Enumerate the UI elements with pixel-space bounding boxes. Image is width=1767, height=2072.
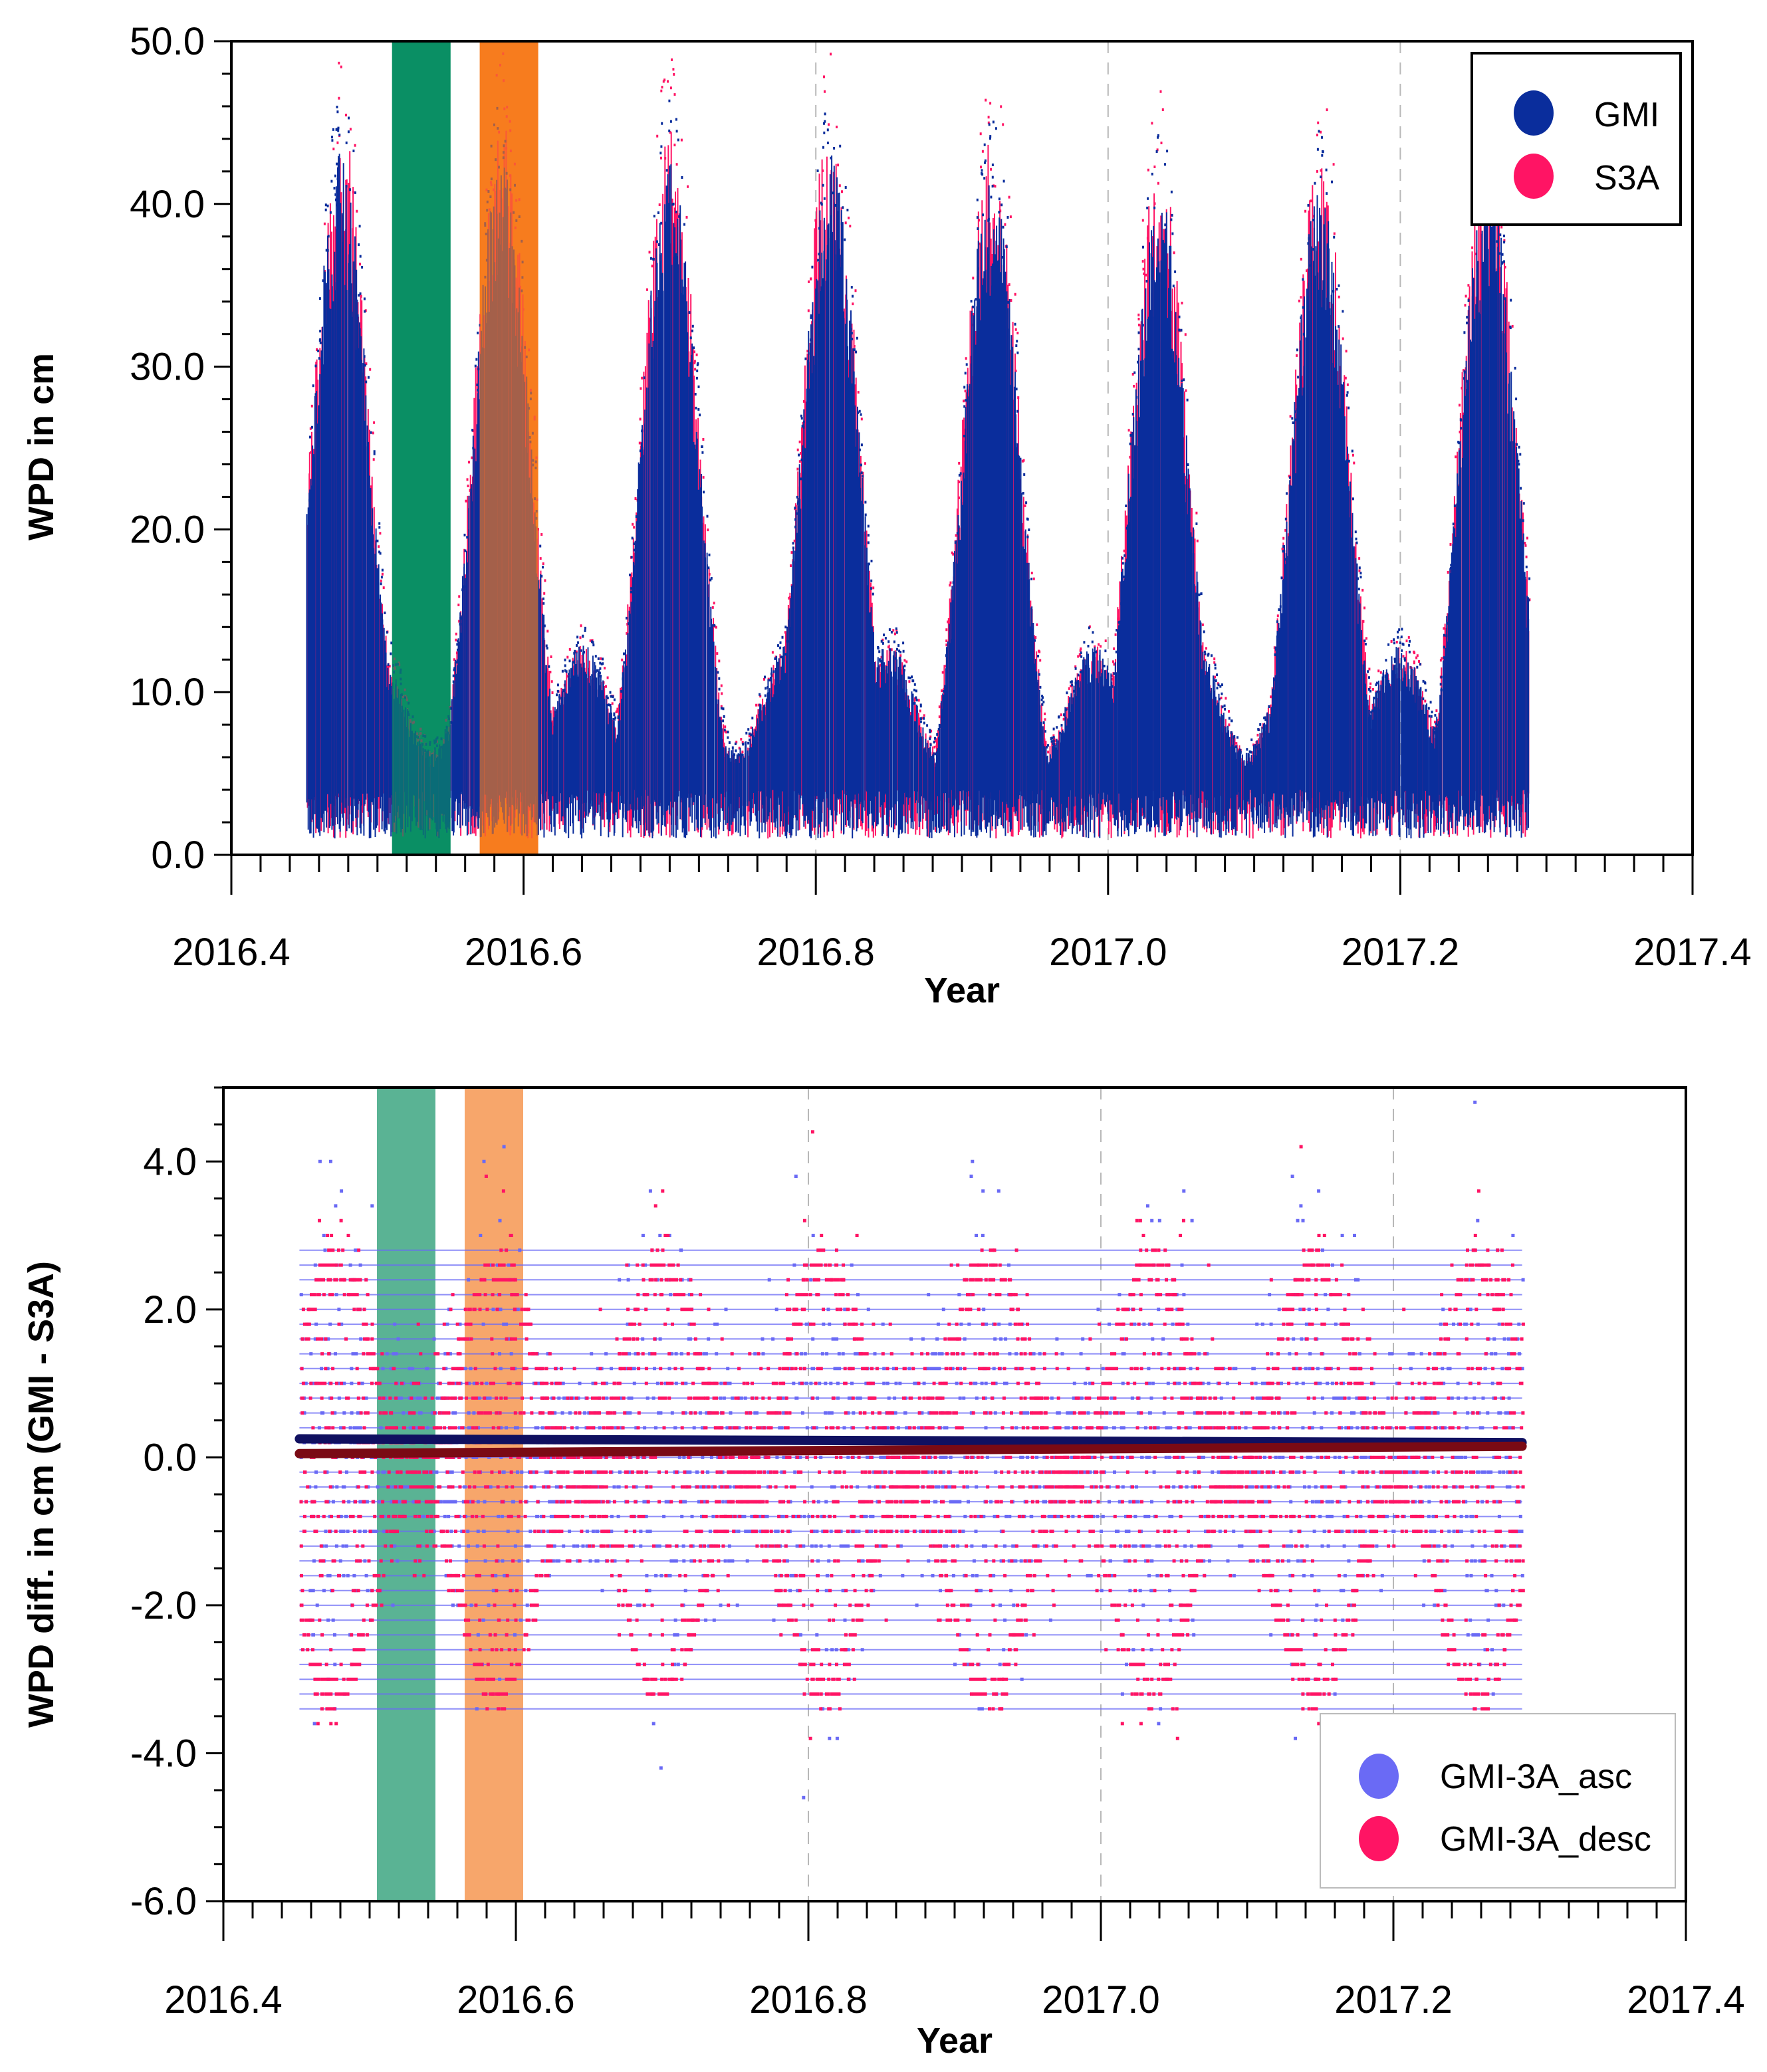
chart-wpd-x-axis-title: Year — [924, 971, 1000, 1010]
y-tick-label-1: 10.0 — [130, 671, 205, 714]
y-tick-label-3: 30.0 — [130, 346, 205, 389]
mean-line-1 — [294, 1441, 1527, 1458]
chart-wpd-diff-grid — [515, 1088, 1394, 1901]
chart-wpd-diff-legend-label-asc: GMI-3A_asc — [1440, 1758, 1632, 1796]
chart-wpd-diff-y-ticks: -6.0 -4.0 -2.0 0.0 2.0 4.0 — [130, 1086, 223, 1923]
x-tick-label-5: 2017.4 — [1633, 931, 1751, 974]
chart-wpd-diff-points — [299, 1100, 1525, 1799]
chart-wpd-diff: 2016.4 2016.6 2016.8 2017.0 2017.2 2017.4 -6.… — [21, 1086, 1745, 2061]
x-tick-label-1: 2016.6 — [457, 1978, 574, 2021]
chart-wpd-diff-legend-marker-asc — [1359, 1754, 1399, 1799]
mean-line-0 — [294, 1434, 1527, 1448]
x-tick-label-0: 2016.4 — [164, 1978, 282, 2021]
chart-wpd-diff-mean-lines — [294, 1434, 1527, 1458]
y-tick-label-0: 0.0 — [151, 834, 205, 877]
chart-wpd-diff-shaded-periods — [377, 1088, 523, 1901]
chart-wpd-points — [306, 41, 1531, 855]
y-tick-label-2: 20.0 — [130, 508, 205, 551]
chart-wpd-legend-label-gmi: GMI — [1594, 96, 1659, 134]
series-GMI — [306, 99, 1531, 839]
y-tick-label-1: -4.0 — [130, 1732, 197, 1775]
chart-wpd-legend-marker-s3a — [1514, 154, 1554, 199]
x-tick-label-2: 2016.8 — [757, 931, 874, 974]
x-tick-label-5: 2017.4 — [1627, 1978, 1744, 2021]
shaded-period-orange — [465, 1088, 523, 1901]
chart-wpd-legend: GMI S3A — [1471, 52, 1682, 226]
y-tick-label-4: 40.0 — [130, 183, 205, 226]
x-tick-label-1: 2016.6 — [465, 931, 582, 974]
chart-wpd-diff-legend: GMI-3A_asc GMI-3A_desc — [1320, 1713, 1676, 1889]
x-tick-label-4: 2017.2 — [1334, 1978, 1452, 2021]
chart-wpd-y-ticks: 0.0 10.0 20.0 30.0 40.0 50.0 — [130, 20, 231, 877]
x-tick-label-4: 2017.2 — [1342, 931, 1459, 974]
y-tick-label-2: -2.0 — [130, 1584, 197, 1627]
chart-wpd-y-axis-title: WPD in cm — [21, 353, 61, 540]
chart-wpd-legend-box — [1471, 52, 1682, 226]
chart-wpd-legend-label-s3a: S3A — [1594, 159, 1660, 197]
y-tick-label-0: -6.0 — [130, 1880, 197, 1923]
y-tick-label-3: 0.0 — [143, 1436, 197, 1479]
chart-wpd-diff-x-ticks: 2016.4 2016.6 2016.8 2017.0 2017.2 2017.4 — [164, 1901, 1745, 2021]
x-tick-label-3: 2017.0 — [1049, 931, 1167, 974]
series-GMI-3A_desc — [299, 1130, 1525, 1740]
x-tick-label-3: 2017.0 — [1042, 1978, 1159, 2021]
chart-wpd-diff-y-axis-title: WPD diff. in cm (GMI - S3A) — [21, 1261, 61, 1728]
chart-wpd-diff-x-axis-title: Year — [917, 2021, 993, 2061]
x-tick-label-2: 2016.8 — [749, 1978, 867, 2021]
chart-wpd: 2016.4 2016.6 2016.8 2017.0 2017.2 2017.4 0.0… — [21, 20, 1752, 1010]
chart-wpd-diff-legend-box — [1320, 1713, 1676, 1889]
shaded-period-overlay-green — [392, 41, 451, 855]
shaded-period-green — [377, 1088, 435, 1901]
chart-wpd-diff-legend-marker-desc — [1359, 1816, 1399, 1861]
shaded-period-overlay-orange — [479, 41, 538, 855]
y-tick-label-5: 50.0 — [130, 20, 205, 63]
chart-wpd-x-ticks: 2016.4 2016.6 2016.8 2017.0 2017.2 2017.4 — [172, 855, 1752, 974]
x-tick-label-0: 2016.4 — [172, 931, 290, 974]
chart-wpd-legend-marker-gmi — [1514, 90, 1554, 136]
y-tick-label-4: 2.0 — [143, 1288, 197, 1331]
y-tick-label-5: 4.0 — [143, 1140, 197, 1183]
chart-wpd-diff-legend-label-desc: GMI-3A_desc — [1440, 1820, 1651, 1859]
